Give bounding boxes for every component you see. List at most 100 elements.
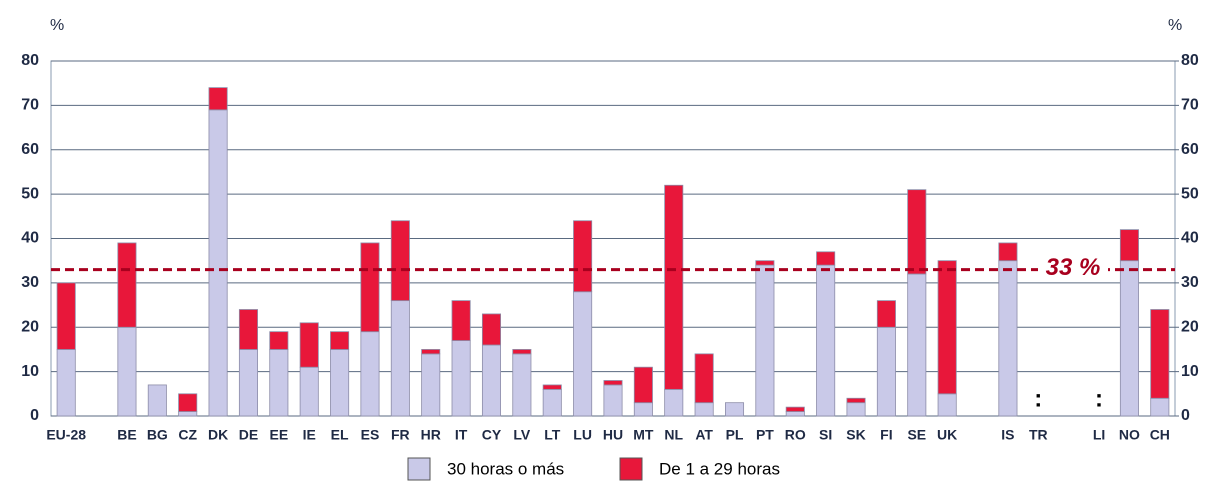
- x-tick-label: DK: [208, 427, 228, 443]
- x-tick-label: EE: [269, 427, 288, 443]
- x-tick-label: CH: [1150, 427, 1170, 443]
- bar-segment: [117, 326, 137, 417]
- x-tick-label: LU: [573, 427, 592, 443]
- x-tick-label: IS: [1001, 427, 1014, 443]
- bar-segment: [56, 349, 76, 417]
- bar-segment: [451, 340, 471, 417]
- reference-label-bg: [1038, 255, 1108, 282]
- bar-segment: [330, 349, 350, 417]
- bar-segment: [451, 300, 471, 341]
- legend-swatch: [407, 457, 431, 481]
- bar-segment: [360, 242, 380, 333]
- x-tick-label: SE: [907, 427, 926, 443]
- y2-tick-label: 80: [1181, 52, 1199, 69]
- bar-segment: [907, 273, 927, 417]
- bar-segment: [208, 109, 228, 417]
- y2-tick-label: 20: [1181, 318, 1199, 335]
- bar-segment: [725, 402, 745, 417]
- x-tick-label: FI: [880, 427, 892, 443]
- bar-segment: [816, 251, 836, 266]
- bar-segment: [56, 282, 76, 350]
- bar-segment: [178, 393, 198, 412]
- bar-segment: [633, 366, 653, 404]
- x-tick-label: UK: [937, 427, 957, 443]
- bar-segment: [481, 344, 502, 417]
- y2-tick-label: 10: [1181, 363, 1199, 380]
- bar-segment: [603, 380, 623, 386]
- bar-segment: [603, 384, 623, 417]
- y2-tick-label: 30: [1181, 274, 1199, 291]
- y2-axis-label: %: [1168, 17, 1182, 34]
- x-tick-label: SI: [819, 427, 832, 443]
- bar-segment: [664, 184, 684, 390]
- bar-segment: [512, 349, 532, 355]
- bar-segment: [876, 300, 896, 328]
- x-tick-label: TR: [1029, 427, 1048, 443]
- x-tick-label: EU-28: [46, 427, 86, 443]
- x-tick-label: CZ: [178, 427, 197, 443]
- bar-segment: [846, 402, 866, 417]
- x-tick-label: LT: [544, 427, 561, 443]
- bar-segment: [633, 402, 653, 417]
- bar-segment: [542, 384, 562, 390]
- legend-label: 30 horas o más: [447, 459, 564, 478]
- bar-segment: [512, 353, 532, 417]
- x-tick-label: RO: [785, 427, 806, 443]
- bar-segment: [664, 388, 684, 417]
- bar-segment: [907, 189, 927, 275]
- x-tick-label: LI: [1093, 427, 1105, 443]
- y-tick-label: 20: [21, 318, 39, 335]
- x-tick-label: SK: [846, 427, 865, 443]
- bar-segment: [178, 411, 198, 417]
- x-tick-label: EL: [331, 427, 349, 443]
- y-tick-label: 30: [21, 274, 39, 291]
- x-tick-label: HU: [603, 427, 623, 443]
- y-tick-label: 50: [21, 185, 39, 202]
- bar-segment: [299, 322, 319, 368]
- bar-segment: [1119, 229, 1139, 262]
- bar-segment: [846, 397, 866, 404]
- value-label: :: [1034, 385, 1042, 412]
- bar-segment: [238, 349, 258, 417]
- x-tick-label: MT: [633, 427, 654, 443]
- bar-segment: [147, 384, 167, 417]
- bar-segment: [755, 260, 775, 266]
- bar-segment: [1119, 260, 1139, 417]
- x-tick-label: HR: [421, 427, 441, 443]
- bar-segment: [998, 260, 1018, 417]
- bar-segment: [694, 402, 714, 417]
- bar-segment: [117, 242, 137, 328]
- legend-label: De 1 a 29 horas: [659, 459, 780, 478]
- bar-segment: [816, 264, 836, 417]
- bar-segment: [542, 388, 562, 417]
- bar-segment: [330, 331, 350, 350]
- x-tick-label: FR: [391, 427, 410, 443]
- y2-tick-label: 40: [1181, 230, 1199, 247]
- reference-label: 33 %: [1046, 254, 1101, 281]
- legend-swatch: [619, 457, 643, 481]
- x-tick-label: BG: [147, 427, 168, 443]
- y-tick-label: 10: [21, 363, 39, 380]
- x-tick-label: PL: [726, 427, 744, 443]
- y2-tick-label: 70: [1181, 97, 1199, 114]
- bar-segment: [573, 291, 593, 417]
- y2-tick-label: 0: [1181, 407, 1190, 424]
- x-tick-label: NO: [1119, 427, 1140, 443]
- bar-segment: [481, 313, 502, 346]
- bar-segment: [1150, 397, 1170, 417]
- bar-segment: [785, 406, 805, 412]
- bar-segment: [998, 242, 1018, 262]
- x-tick-label: BE: [117, 427, 136, 443]
- y-tick-label: 40: [21, 230, 39, 247]
- y-tick-label: 80: [21, 52, 39, 69]
- x-tick-label: AT: [695, 427, 713, 443]
- bar-segment: [1150, 309, 1170, 399]
- bar-segment: [299, 366, 319, 417]
- bar-segment: [876, 326, 896, 417]
- x-tick-label: NL: [664, 427, 683, 443]
- bar-segment: [755, 264, 775, 417]
- bar-segment: [390, 300, 410, 417]
- y-tick-label: 0: [30, 407, 39, 424]
- y-tick-label: 60: [21, 141, 39, 158]
